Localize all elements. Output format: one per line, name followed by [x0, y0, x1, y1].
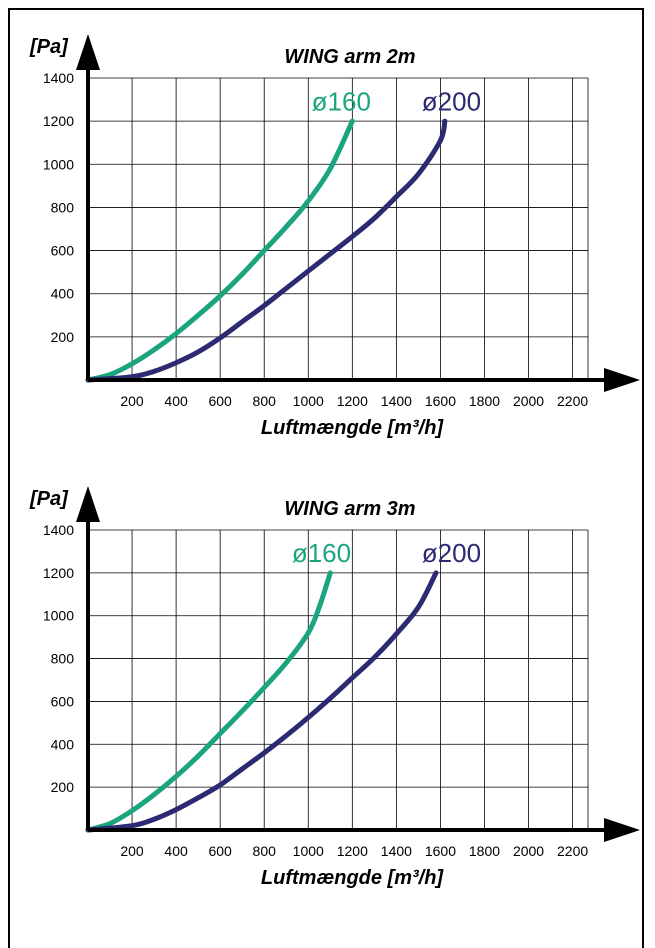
y-tick-label: 400: [51, 286, 75, 302]
x-tick-label: 1200: [337, 393, 368, 409]
x-tick-label: 1800: [469, 393, 500, 409]
y-axis-label: [Pa]: [29, 488, 69, 510]
x-tick-labels: 200 400 600 800 1000 1200 1400 1600 1800 2000 2200: [120, 393, 588, 409]
y-tick-label: 1000: [43, 608, 74, 624]
x-tick-label: 1000: [293, 393, 324, 409]
series-line-o160: [85, 118, 355, 383]
y-tick-label: 400: [51, 736, 75, 752]
chart-title: WING arm 2m: [284, 46, 415, 68]
charts-canvas: 200 400 600 800 1000 1200 1400 200 400 600 800 100…: [29, 34, 640, 889]
y-tick-label: 800: [51, 651, 75, 667]
x-tick-label: 1400: [381, 843, 412, 859]
x-tick-label: 1600: [425, 393, 456, 409]
y-tick-label: 200: [51, 329, 75, 345]
y-tick-label: 1200: [43, 565, 74, 581]
y-axis-arrow: [76, 34, 100, 70]
y-tick-labels: 200 400 600 800 1000 1200 1400: [43, 70, 74, 345]
x-tick-label: 1400: [381, 393, 412, 409]
y-tick-label: 1400: [43, 522, 74, 538]
y-tick-label: 200: [51, 779, 75, 795]
y-tick-label: 1000: [43, 156, 74, 172]
series-label-o160: ø160: [312, 86, 371, 116]
chart-grid: [87, 77, 589, 380]
chart-axes: [76, 34, 640, 392]
x-tick-label: 600: [208, 393, 232, 409]
x-tick-label: 600: [208, 843, 232, 859]
chart-wing-arm-3m: 200 400 600 800 1000 1200 1400 200 400 600 800 100…: [29, 486, 640, 889]
series-line-o160: [85, 570, 333, 833]
y-tick-label: 600: [51, 693, 75, 709]
y-axis-label: [Pa]: [29, 36, 69, 58]
chart-wing-arm-2m: 200 400 600 800 1000 1200 1400 200 400 600 800 100…: [29, 34, 640, 439]
x-tick-label: 2000: [513, 393, 544, 409]
x-tick-labels: 200 400 600 800 1000 1200 1400 1600 1800 2000 2200: [120, 843, 588, 859]
x-axis-label: Luftmængde [m³/h]: [261, 867, 445, 889]
series-label-o200: ø200: [422, 538, 481, 568]
series-label-o160: ø160: [292, 538, 351, 568]
x-tick-label: 800: [253, 393, 277, 409]
chart-axes: [76, 486, 640, 842]
x-tick-label: 2200: [557, 843, 588, 859]
x-tick-label: 800: [253, 843, 277, 859]
series-label-o200: ø200: [422, 86, 481, 116]
x-tick-label: 2000: [513, 843, 544, 859]
chart-curves: [85, 570, 439, 833]
figure-frame: [8, 8, 644, 948]
x-tick-label: 1000: [293, 843, 324, 859]
series-line-o200: [85, 118, 448, 383]
x-tick-label: 200: [120, 843, 144, 859]
x-axis-arrow: [604, 368, 640, 392]
x-tick-label: 400: [164, 843, 188, 859]
x-tick-label: 200: [120, 393, 144, 409]
x-tick-label: 1800: [469, 843, 500, 859]
x-tick-label: 2200: [557, 393, 588, 409]
x-tick-label: 1600: [425, 843, 456, 859]
y-axis-arrow: [76, 486, 100, 522]
chart-grid: [87, 529, 589, 830]
y-tick-label: 1200: [43, 113, 74, 129]
y-tick-label: 600: [51, 243, 75, 259]
y-tick-label: 800: [51, 199, 75, 215]
y-tick-labels: 200 400 600 800 1000 1200 1400: [43, 522, 74, 795]
chart-curves: [85, 118, 448, 383]
series-line-o200: [85, 570, 439, 833]
x-tick-label: 400: [164, 393, 188, 409]
y-tick-label: 1400: [43, 70, 74, 86]
x-axis-label: Luftmængde [m³/h]: [261, 417, 445, 439]
chart-title: WING arm 3m: [284, 498, 415, 520]
x-axis-arrow: [604, 818, 640, 842]
x-tick-label: 1200: [337, 843, 368, 859]
